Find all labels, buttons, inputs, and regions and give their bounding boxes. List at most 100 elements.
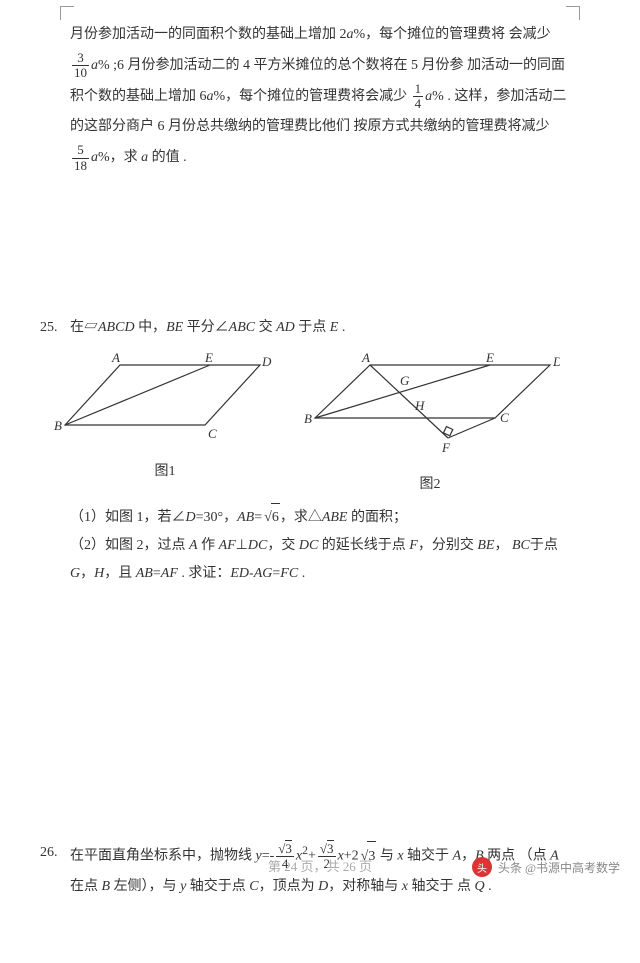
figure-1-svg: A E D B C: [50, 350, 280, 445]
t: 轴交于点: [186, 879, 249, 894]
t: 的面积；: [347, 510, 407, 525]
figure-2-label: 图2: [300, 471, 560, 499]
sym: A: [189, 538, 198, 553]
sym: C: [249, 879, 258, 894]
r: 3: [327, 840, 334, 856]
watermark: 头 头条 @书源中高考数学: [472, 857, 620, 877]
problem-24-cont: 月份参加活动一的同面积个数的基础上增加 2 a %，每个摊位的管理费将 会减少 310…: [70, 20, 570, 174]
sym: AF: [161, 566, 178, 581]
lbl-A: A: [111, 350, 120, 365]
t: （2）如图 2，过点: [70, 538, 189, 553]
ft: √3: [276, 842, 294, 857]
t: . 求证：: [178, 566, 231, 581]
sym: ABC: [229, 320, 255, 335]
t: 于点: [530, 538, 558, 553]
page-content: 月份参加活动一的同面积个数的基础上增加 2a%，每个摊位的管理费将 会减少310…: [0, 0, 640, 963]
sym: BE: [477, 538, 494, 553]
lbl-B: B: [54, 418, 62, 433]
problem-number-25: 25.: [40, 314, 58, 342]
t: 在点: [70, 879, 102, 894]
sym: BC: [512, 538, 530, 553]
var-a: a: [91, 58, 98, 73]
p25-text: 于点: [295, 320, 330, 335]
lbl-C: C: [208, 426, 217, 441]
t: .: [298, 566, 305, 581]
sym: ABE: [322, 510, 348, 525]
figure-2-wrap: A E D B C G H F 图2: [300, 350, 560, 499]
fraction-1-4: 14: [413, 82, 424, 112]
spacer: [70, 194, 570, 314]
t: （1）如图 1，若∠: [70, 510, 186, 525]
p25-text: 中，: [135, 320, 167, 335]
sym: B: [102, 879, 111, 894]
sym: Q: [474, 879, 484, 894]
sym: F: [409, 538, 418, 553]
t: ，分别交: [418, 538, 478, 553]
sym: D: [318, 879, 328, 894]
t: ，且: [104, 566, 136, 581]
frac-bot: 10: [72, 66, 89, 80]
fraction-5-18: 518: [72, 143, 89, 173]
sym: DC: [299, 538, 318, 553]
sym: AG: [254, 566, 273, 581]
lbl-A: A: [361, 350, 370, 365]
lbl-B: B: [304, 411, 312, 426]
p24-text: 的值 .: [148, 150, 187, 165]
sym: BE: [166, 320, 183, 335]
sym: D: [186, 510, 196, 525]
frac-bot: 18: [72, 159, 89, 173]
lbl-D: D: [261, 354, 272, 369]
lbl-G: G: [400, 373, 410, 388]
t: ⊥: [236, 538, 248, 553]
sym: G: [70, 566, 80, 581]
p24-text: % ;6 月份参加活动二的 4 平方米摊位的总个数将在 5 月份参: [98, 58, 464, 73]
ft: √3: [318, 842, 336, 857]
t: 左侧），与: [110, 879, 180, 894]
t: =30°，: [196, 510, 238, 525]
p25-text: 平分∠: [183, 320, 229, 335]
t: ，顶点为: [259, 879, 319, 894]
t: ，求△: [280, 510, 322, 525]
p25-q2: （2）如图 2，过点 A 作 AF⊥DC，交 DC 的延长线于点 F，分别交 B…: [70, 532, 570, 588]
fraction-3-10: 310: [72, 51, 89, 81]
p24-text: 月份参加活动一的同面积个数的基础上增加 2: [70, 27, 347, 42]
sym: AB: [136, 566, 153, 581]
p24-text: %，求: [98, 150, 141, 165]
t: ，交: [267, 538, 299, 553]
figures-row: A E D B C 图1: [50, 350, 570, 499]
figure-2-svg: A E D B C G H F: [300, 350, 560, 458]
watermark-text: 头条 @书源中高考数学: [498, 859, 620, 876]
t: ，对称轴与: [328, 879, 402, 894]
t: 点: [457, 879, 475, 894]
watermark-icon: 头: [472, 857, 492, 877]
sym: AB: [237, 510, 254, 525]
sqrt6: 6: [262, 503, 280, 532]
t: 轴交于: [408, 879, 454, 894]
p24-text: %，每个摊位的管理费将会减少: [214, 89, 408, 104]
frac-bot: 4: [413, 97, 424, 111]
p25-q1: （1）如图 1，若∠D=30°，AB=6，求△ABE 的面积；: [70, 503, 570, 532]
var-a: a: [91, 150, 98, 165]
sym: ED: [230, 566, 249, 581]
sym: AD: [276, 320, 295, 335]
t: =: [254, 510, 262, 525]
t: =: [153, 566, 161, 581]
t: .: [485, 879, 492, 894]
p24-text: 会减少: [509, 27, 551, 42]
p25-text: 交: [255, 320, 276, 335]
problem-25: 25. 在▱ABCD 中，BE 平分∠ABC 交 AD 于点 E . A E D…: [70, 314, 570, 588]
sym: AF: [219, 538, 236, 553]
var-a: a: [207, 89, 214, 104]
r: 3: [285, 840, 292, 856]
t: 作: [198, 538, 219, 553]
figure-1-label: 图1: [50, 458, 280, 486]
lbl-D: D: [552, 354, 560, 369]
corner-top-left: [60, 6, 74, 20]
lbl-F: F: [441, 440, 451, 455]
frac-top: 3: [72, 51, 89, 66]
corner-top-right: [566, 6, 580, 20]
sym: H: [94, 566, 104, 581]
frac-top: 5: [72, 143, 89, 158]
lbl-E: E: [485, 350, 494, 365]
p24-text: %，每个摊位的管理费将: [354, 27, 506, 42]
